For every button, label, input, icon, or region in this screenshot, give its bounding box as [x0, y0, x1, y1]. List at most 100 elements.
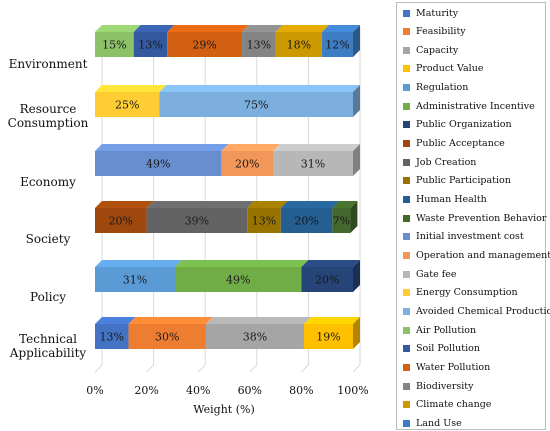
- data-label: 13%: [252, 215, 276, 228]
- gridline-floor: [146, 364, 154, 373]
- bar-top-face: [301, 260, 360, 267]
- bar-top-face: [95, 25, 141, 32]
- bar-segment: [95, 324, 129, 349]
- bar-side-face: [353, 25, 360, 57]
- data-label: 29%: [192, 39, 216, 52]
- bar-segment: [280, 208, 333, 233]
- category-label: Technical: [19, 332, 77, 346]
- legend-swatch: [403, 307, 410, 315]
- bar-segment: [322, 32, 353, 57]
- legend-label: Capacity: [416, 44, 459, 56]
- legend-item: Avoided Chemical Production: [403, 304, 550, 318]
- legend-swatch: [403, 177, 410, 185]
- x-tick-label: 80%: [289, 384, 313, 397]
- legend-label: Avoided Chemical Production: [416, 305, 550, 317]
- bar-segment: [159, 92, 353, 117]
- legend-item: Initial investment cost: [403, 230, 524, 244]
- data-label: 7%: [333, 215, 350, 228]
- legend-label: Human Health: [416, 194, 487, 205]
- legend-swatch: [403, 158, 410, 166]
- data-label: 18%: [287, 39, 311, 52]
- bar-top-face: [95, 317, 136, 324]
- data-label: 75%: [244, 99, 268, 112]
- category-label: Policy: [30, 290, 66, 304]
- legend-swatch: [403, 233, 410, 241]
- legend-item: Operation and management Cost: [403, 248, 550, 262]
- gridline-floor: [249, 364, 258, 373]
- legend-label: Public Participation: [416, 175, 511, 187]
- legend-label: Soil Pollution: [416, 343, 480, 355]
- category-label: Economy: [20, 175, 76, 189]
- legend-swatch: [403, 251, 410, 259]
- legend-swatch: [403, 214, 410, 222]
- legend-swatch: [403, 363, 410, 371]
- legend-item: Land Use: [403, 416, 462, 430]
- legend-label: Climate change: [416, 399, 492, 411]
- bar-segment: [128, 324, 206, 349]
- bar-top-face: [95, 201, 154, 208]
- data-label: 20%: [315, 274, 339, 287]
- bar-top-face: [95, 260, 182, 267]
- bar-top-face: [205, 317, 311, 324]
- data-label: 49%: [226, 274, 250, 287]
- plot-area: 15% 13% 29% 13% 18% 12% 25% 75% 49% 20% 31% 20% 39% 1…: [8, 25, 369, 416]
- bar-segment: [205, 324, 304, 349]
- category-label: Society: [26, 232, 71, 246]
- bar-segment: [146, 208, 248, 233]
- legend-swatch: [403, 345, 410, 353]
- bar-top-face: [273, 144, 360, 151]
- legend-label: Job Creation: [416, 156, 477, 168]
- bar-segment: [273, 151, 353, 176]
- data-label: 13%: [100, 331, 124, 344]
- gridline-floor: [94, 364, 103, 373]
- legend-label: Air Pollution: [416, 324, 477, 336]
- data-label: 31%: [301, 158, 325, 171]
- legend-item: Maturity: [403, 6, 458, 20]
- legend-item: Gate fee: [403, 267, 456, 281]
- x-tick-label: 40%: [186, 384, 210, 397]
- bar-segment: [133, 32, 168, 57]
- legend-item: Energy Consumption: [403, 286, 518, 300]
- legend-item: Climate change: [403, 398, 491, 412]
- data-label: 20%: [235, 158, 259, 171]
- legend-swatch: [403, 326, 410, 334]
- bar-top-face: [275, 25, 330, 32]
- data-label: 30%: [155, 331, 179, 344]
- legend-label: Gate fee: [416, 268, 457, 280]
- legend-item: Air Pollution: [403, 323, 476, 337]
- bar-segment: [303, 324, 353, 349]
- gridline-floor: [352, 364, 361, 373]
- legend-item: Public Acceptance: [403, 137, 505, 151]
- legend-item: Public Organization: [403, 118, 512, 132]
- legend-label: Administrative Incentive: [416, 100, 535, 112]
- bar-top-face: [95, 144, 229, 151]
- bar-top-face: [128, 317, 213, 324]
- legend-swatch: [403, 84, 410, 92]
- legend-swatch: [403, 419, 410, 427]
- category-label: Environment: [9, 57, 88, 71]
- legend-swatch: [403, 196, 410, 203]
- legend-item: Biodiversity: [403, 379, 474, 393]
- legend-item: Capacity: [403, 43, 458, 57]
- bar-segment: [301, 267, 353, 292]
- gridline-floor: [301, 364, 309, 373]
- data-label: 12%: [325, 39, 349, 52]
- bar-segment: [167, 32, 243, 57]
- bar-top-face: [174, 260, 309, 267]
- legend-item: Public Participation: [403, 174, 511, 188]
- bar-top-face: [167, 25, 250, 32]
- bar-segment: [95, 92, 160, 117]
- data-label: 38%: [243, 331, 267, 344]
- data-label: 13%: [247, 39, 271, 52]
- legend-swatch: [403, 65, 410, 73]
- bar-segment: [95, 32, 134, 57]
- bar-top-face: [303, 317, 360, 324]
- legend-item: Waste Prevention Behavior: [403, 211, 546, 225]
- legend-label: Product Value: [416, 63, 484, 75]
- data-label: 31%: [123, 274, 147, 287]
- bar-top-face: [221, 144, 281, 151]
- legend-label: Operation and management Cost: [416, 249, 550, 261]
- legend-label: Land Use: [416, 417, 462, 429]
- x-tick-label: 100%: [337, 384, 368, 397]
- x-tick-label: 0%: [86, 384, 103, 397]
